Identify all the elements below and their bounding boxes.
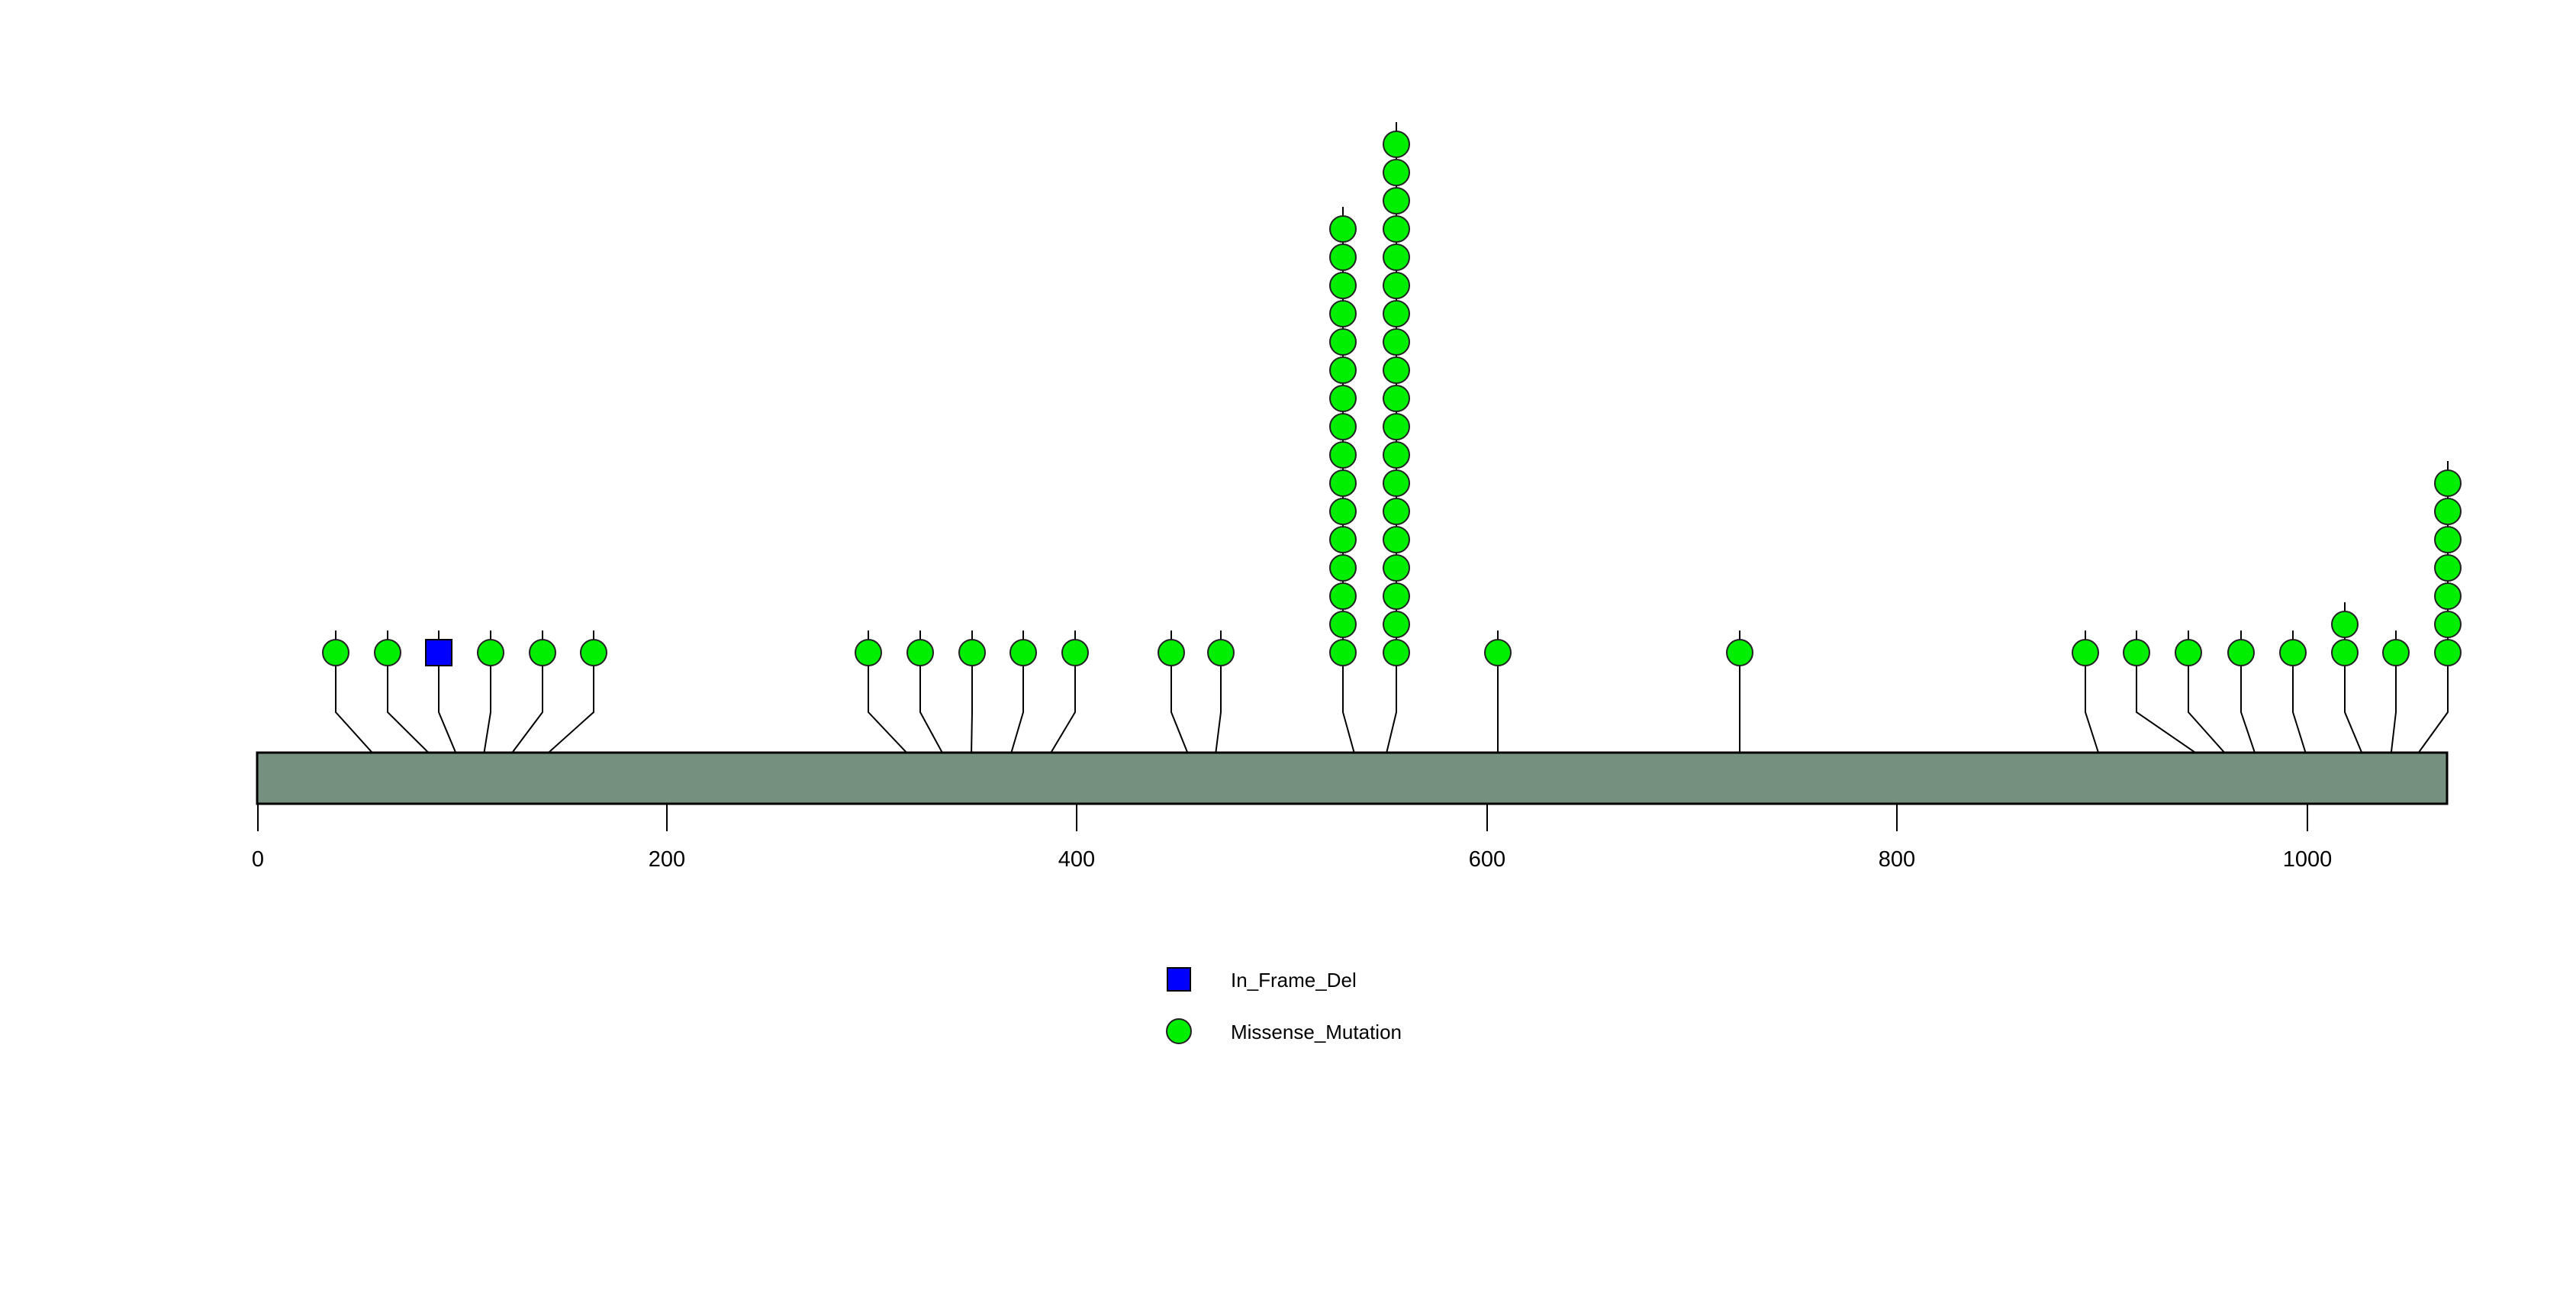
x-axis-tick-label: 600 — [1469, 847, 1505, 872]
mutation-marker-circle[interactable] — [1383, 469, 1410, 497]
mutation-marker-circle[interactable] — [1383, 131, 1410, 158]
mutation-marker-circle[interactable] — [1329, 356, 1357, 384]
mutation-marker-circle[interactable] — [2434, 582, 2462, 610]
mutation-marker-circle[interactable] — [1383, 385, 1410, 412]
mutation-marker-circle[interactable] — [906, 639, 934, 666]
protein-bar-rect — [256, 751, 2449, 805]
mutation-marker-circle[interactable] — [2123, 639, 2150, 666]
mutation-marker-circle[interactable] — [2434, 554, 2462, 582]
mutation-marker-circle[interactable] — [1158, 639, 1185, 666]
mutation-marker-circle[interactable] — [1383, 441, 1410, 469]
mutation-marker-circle[interactable] — [1383, 243, 1410, 271]
mutation-marker-circle[interactable] — [1329, 243, 1357, 271]
mutation-marker-circle[interactable] — [1329, 498, 1357, 525]
mutation-marker-circle[interactable] — [1329, 582, 1357, 610]
mutation-marker-circle[interactable] — [1383, 300, 1410, 327]
mutation-marker-circle[interactable] — [1009, 639, 1037, 666]
legend-swatch-circle — [1166, 1018, 1192, 1044]
mutation-marker-circle[interactable] — [477, 639, 504, 666]
mutation-marker-circle[interactable] — [958, 639, 986, 666]
mutation-marker-circle[interactable] — [2434, 498, 2462, 525]
legend-entry-label: Missense_Mutation — [1231, 1021, 1402, 1043]
mutation-marker-circle[interactable] — [2227, 639, 2255, 666]
mutation-marker-circle[interactable] — [1383, 498, 1410, 525]
mutation-marker-circle[interactable] — [1329, 385, 1357, 412]
mutation-marker-circle[interactable] — [1329, 328, 1357, 356]
mutation-marker-circle[interactable] — [2382, 639, 2410, 666]
mutation-marker-circle[interactable] — [1329, 413, 1357, 440]
legend-entry-label: In_Frame_Del — [1231, 969, 1357, 992]
mutation-marker-circle[interactable] — [1383, 554, 1410, 582]
mutation-marker-circle[interactable] — [1726, 639, 1753, 666]
mutation-marker-circle[interactable] — [2434, 611, 2462, 638]
mutation-marker-circle[interactable] — [2175, 639, 2202, 666]
mutation-marker-circle[interactable] — [2434, 469, 2462, 497]
x-axis-tick-label: 400 — [1058, 847, 1095, 872]
mutation-marker-circle[interactable] — [1207, 639, 1235, 666]
mutation-marker-circle[interactable] — [1329, 300, 1357, 327]
mutation-marker-circle[interactable] — [2331, 639, 2359, 666]
mutation-marker-circle[interactable] — [1383, 356, 1410, 384]
mutation-marker-square[interactable] — [425, 639, 452, 666]
mutation-marker-circle[interactable] — [1383, 215, 1410, 243]
mutation-marker-circle[interactable] — [1329, 554, 1357, 582]
mutation-marker-circle[interactable] — [529, 639, 556, 666]
mutation-marker-circle[interactable] — [1383, 328, 1410, 356]
legend-swatch-square — [1167, 967, 1191, 992]
mutation-marker-circle[interactable] — [1383, 582, 1410, 610]
mutation-marker-circle[interactable] — [1383, 159, 1410, 186]
mutation-marker-circle[interactable] — [1383, 272, 1410, 299]
x-axis-tick-label: 1000 — [2283, 847, 2333, 872]
x-axis: 0 200 400 600 800 1000 — [252, 804, 2332, 872]
mutation-marker-circle[interactable] — [1383, 611, 1410, 638]
mutation-marker-circle[interactable] — [1383, 413, 1410, 440]
mutation-marker-circle[interactable] — [2331, 611, 2359, 638]
mutation-marker-circle[interactable] — [1329, 611, 1357, 638]
mutation-marker-circle[interactable] — [1383, 526, 1410, 553]
mutation-marker-circle[interactable] — [1484, 639, 1512, 666]
mutation-marker-circle[interactable] — [1383, 187, 1410, 214]
legend: In_Frame_Del Missense_Mutation — [1166, 967, 1402, 1044]
x-axis-tick-label: 800 — [1879, 847, 1915, 872]
mutation-marker-circle[interactable] — [855, 639, 882, 666]
mutation-marker-circle[interactable] — [1061, 639, 1089, 666]
mutation-marker-circle[interactable] — [1383, 639, 1410, 666]
mutation-marker-circle[interactable] — [1329, 272, 1357, 299]
mutation-marker-circle[interactable] — [2279, 639, 2307, 666]
mutation-marker-circle[interactable] — [1329, 526, 1357, 553]
mutation-markers-layer — [322, 131, 2462, 666]
mutation-marker-circle[interactable] — [2434, 639, 2462, 666]
mutation-marker-circle[interactable] — [1329, 639, 1357, 666]
mutation-marker-circle[interactable] — [2434, 526, 2462, 553]
x-axis-tick-label: 0 — [252, 847, 264, 872]
mutation-marker-circle[interactable] — [580, 639, 607, 666]
mutation-marker-circle[interactable] — [1329, 469, 1357, 497]
mutation-marker-circle[interactable] — [1329, 441, 1357, 469]
mutation-marker-circle[interactable] — [2072, 639, 2099, 666]
mutation-marker-circle[interactable] — [374, 639, 401, 666]
mutation-marker-circle[interactable] — [1329, 215, 1357, 243]
protein-backbone-bar — [256, 751, 2449, 805]
x-axis-tick-label: 200 — [649, 847, 685, 872]
mutation-marker-circle[interactable] — [322, 639, 349, 666]
